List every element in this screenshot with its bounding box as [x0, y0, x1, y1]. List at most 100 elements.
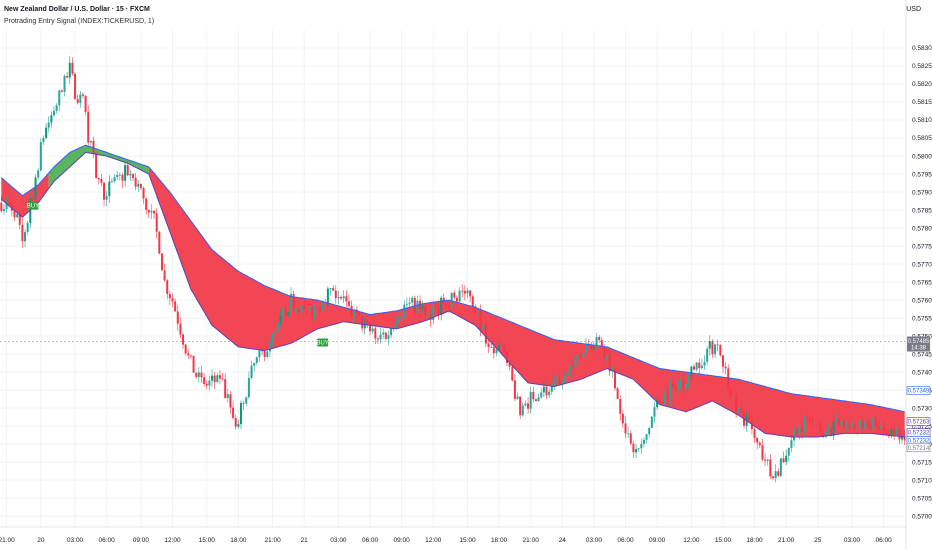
chart-title[interactable]: New Zealand Dollar / U.S. Dollar · 15 · … — [4, 6, 150, 13]
candle-body — [698, 362, 701, 369]
candle — [250, 360, 253, 380]
candle — [890, 427, 893, 439]
candle-body — [8, 201, 11, 205]
candle — [374, 323, 377, 345]
currency-label[interactable]: USD — [906, 6, 921, 13]
candle-body — [640, 443, 643, 449]
candle — [808, 412, 811, 427]
candle-body — [318, 307, 321, 311]
candle — [266, 347, 269, 359]
candle — [756, 436, 759, 450]
candle-body — [671, 383, 674, 388]
candle — [650, 415, 653, 429]
candle-body — [353, 309, 356, 317]
candle-body — [168, 294, 171, 299]
candle — [292, 290, 295, 314]
candle-body — [337, 296, 340, 299]
candle-body — [603, 346, 606, 359]
candle-body — [692, 366, 695, 370]
candle-body — [39, 141, 42, 171]
candle — [282, 307, 285, 321]
candle — [548, 387, 551, 399]
candle — [537, 393, 540, 402]
candle-body — [766, 459, 769, 461]
candle-body — [432, 305, 435, 321]
candle — [8, 195, 11, 207]
candle-body — [329, 288, 332, 289]
candle-body — [295, 309, 298, 311]
candle — [79, 90, 82, 108]
x-tick-label: 15:00 — [715, 537, 732, 544]
candle-body — [340, 296, 343, 299]
candle-body — [677, 384, 680, 389]
candle — [453, 290, 456, 300]
candle-body — [271, 333, 274, 342]
candle-body — [350, 305, 353, 317]
candle — [26, 220, 29, 236]
candle — [300, 301, 303, 319]
candle — [60, 89, 63, 93]
candle-body — [679, 379, 682, 385]
candle-body — [113, 177, 116, 182]
candle — [848, 419, 851, 430]
candle-body — [442, 297, 445, 303]
candle — [706, 346, 709, 366]
candle-body — [174, 301, 177, 312]
candle-body — [118, 174, 121, 176]
candle-body — [895, 429, 898, 435]
candle-body — [563, 376, 566, 384]
candle — [779, 457, 782, 478]
candle — [137, 180, 140, 193]
candle-body — [124, 165, 127, 181]
candle-body — [853, 423, 856, 430]
candle — [882, 419, 885, 436]
candle-body — [550, 383, 553, 392]
candle-body — [635, 449, 638, 453]
candle-body — [42, 137, 45, 142]
candle-body — [700, 365, 703, 369]
candle-body — [416, 300, 419, 313]
candle-body — [903, 435, 906, 441]
candle — [76, 94, 79, 105]
candle-body — [300, 305, 303, 313]
fast-ma-line — [0, 151, 905, 438]
candle — [690, 366, 693, 383]
candle-body — [505, 351, 508, 363]
candle-body — [790, 440, 793, 448]
candle — [832, 415, 835, 440]
candle-body — [448, 306, 451, 308]
candle-body — [97, 177, 100, 180]
candle-body — [153, 210, 156, 214]
candle — [366, 319, 369, 328]
candle — [321, 300, 324, 312]
candle — [158, 230, 161, 255]
candle — [110, 178, 113, 184]
candle-body — [45, 127, 48, 138]
candle-body — [155, 213, 158, 232]
candle-body — [429, 314, 432, 321]
time-axis[interactable]: 21:00 20 03:00 06:00 09:00 12:00 15:00 18:00 21:… — [0, 526, 906, 544]
candle — [139, 183, 142, 191]
indicator-legend[interactable]: Protrading Entry Signal (INDEX:TICKERUSD… — [4, 18, 155, 25]
candle-body — [150, 210, 153, 213]
buy-signal-label: BUY — [27, 203, 39, 209]
candle-body — [664, 392, 667, 405]
candle-body — [590, 344, 593, 350]
candle-body — [685, 384, 688, 389]
candle — [495, 347, 498, 357]
candle — [635, 444, 638, 459]
candle-body — [516, 396, 519, 399]
candle-body — [748, 415, 751, 421]
candle — [211, 369, 214, 387]
candle — [687, 371, 690, 389]
candle — [132, 172, 135, 182]
candle-body — [571, 365, 574, 367]
candle — [382, 328, 385, 339]
candle — [440, 295, 443, 321]
